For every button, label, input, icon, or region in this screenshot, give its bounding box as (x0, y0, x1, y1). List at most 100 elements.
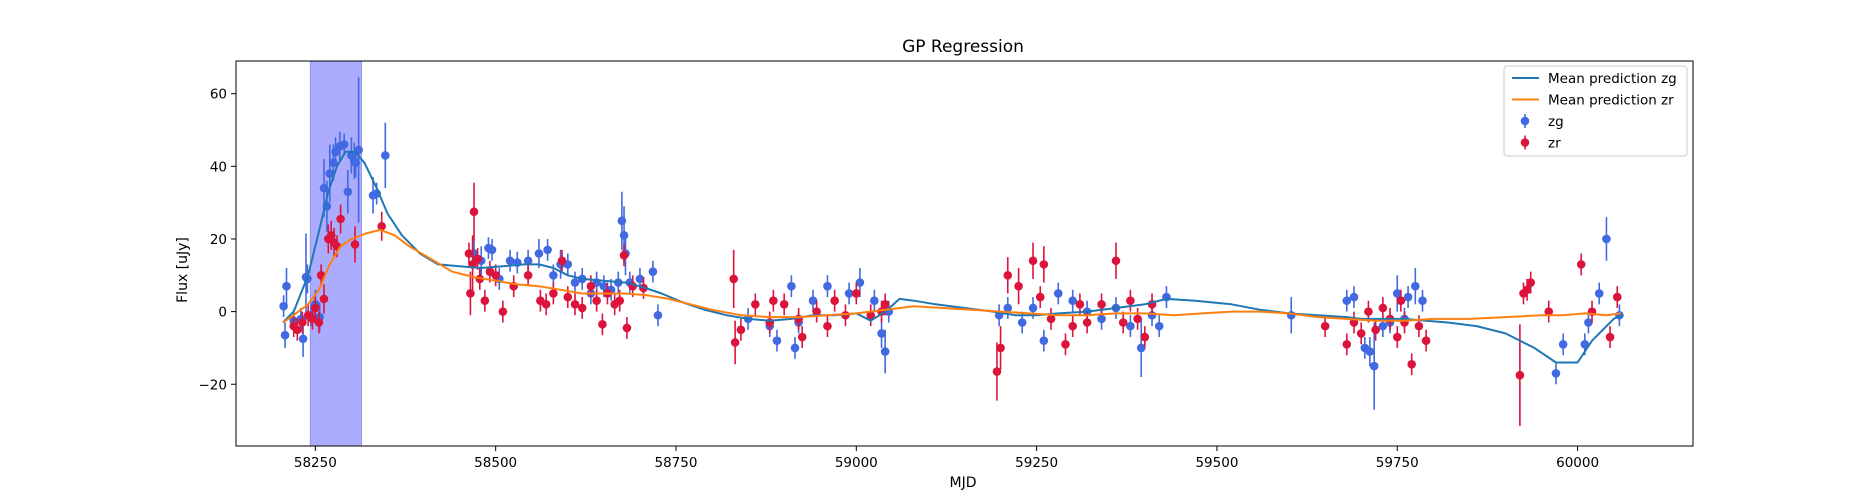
data-point-zr (736, 325, 746, 335)
data-point-zg (487, 245, 497, 255)
x-tick-label: 59750 (1376, 455, 1419, 471)
data-point-zg (1418, 296, 1427, 306)
data-point-zg (282, 281, 291, 291)
axes-frame (235, 60, 1694, 447)
data-point-zg (772, 336, 782, 345)
data-point-zr (592, 296, 601, 306)
data-point-zr (377, 221, 387, 231)
data-point-zg (1392, 289, 1402, 298)
data-point-zg (1369, 361, 1379, 371)
data-point-zr (996, 343, 1005, 353)
data-point-zr (992, 367, 1002, 376)
data-point-zr (1046, 314, 1056, 324)
data-point-zr (1140, 332, 1150, 342)
data-point-zg (1551, 369, 1561, 378)
data-point-zr (319, 294, 329, 304)
legend-box (1503, 65, 1688, 157)
data-point-zr (866, 310, 876, 320)
data-point-zg (870, 296, 879, 306)
data-point-zg (1068, 296, 1077, 306)
data-point-zg (505, 256, 515, 266)
legend-label: Mean prediction zr (1548, 93, 1674, 109)
data-point-zr (1526, 278, 1536, 287)
data-point-zg (1365, 347, 1375, 356)
data-point-zr (751, 300, 760, 309)
data-point-zr (1035, 292, 1045, 302)
data-point-zr (1515, 370, 1525, 380)
data-point-zg (844, 289, 854, 298)
data-point-zg (790, 343, 800, 353)
data-point-zr (1075, 300, 1085, 309)
data-point-zg (1286, 310, 1296, 320)
data-point-zg (1558, 340, 1568, 349)
line-mean-prediction-zr (282, 228, 1622, 324)
data-point-zg (1017, 318, 1027, 327)
data-point-zr (1028, 256, 1038, 266)
x-tick-label: 59500 (1195, 455, 1238, 471)
data-point-zr (350, 240, 360, 249)
data-point-zg (648, 267, 658, 276)
data-point-zg (787, 281, 796, 291)
data-point-zr (1014, 281, 1023, 291)
data-point-zr (1364, 307, 1373, 316)
x-tick-label: 58750 (655, 455, 698, 471)
data-point-zr (314, 318, 324, 327)
data-point-zr (336, 214, 345, 224)
data-point-zg (1053, 289, 1063, 298)
data-point-zg (1584, 318, 1593, 327)
data-point-zg (339, 140, 349, 149)
data-point-zr (1097, 300, 1106, 309)
data-point-zr (1356, 329, 1366, 338)
data-point-zg (1411, 281, 1420, 291)
data-point-zr (1133, 314, 1142, 324)
data-point-zg (1378, 321, 1388, 331)
data-point-zr (1371, 325, 1380, 335)
data-point-zg (523, 256, 533, 266)
data-point-zg (298, 334, 308, 344)
data-point-zr (823, 321, 832, 331)
data-point-zg (653, 310, 663, 320)
data-point-zr (622, 323, 632, 333)
data-point-zr (830, 296, 839, 306)
data-point-zr (1342, 340, 1352, 349)
data-point-zr (1522, 285, 1532, 295)
legend-swatch-marker (1520, 116, 1530, 126)
data-point-zg (1594, 289, 1604, 298)
data-point-zr (615, 296, 625, 306)
data-point-zr (541, 300, 551, 309)
data-point-zg (599, 281, 609, 291)
y-tick-label: 40 (210, 159, 227, 175)
y-tick-label: 0 (218, 305, 227, 321)
data-point-zr (1544, 307, 1554, 316)
legend: Mean prediction zg Mean prediction zr zg zr (1503, 65, 1688, 157)
data-point-zr (598, 320, 607, 329)
data-point-zg (534, 249, 544, 258)
data-point-zr (1407, 359, 1416, 369)
data-point-zr (812, 307, 821, 316)
data-point-zg (855, 278, 865, 287)
data-point-zr (1612, 292, 1622, 302)
data-point-zg (1602, 234, 1611, 244)
data-point-zr (473, 254, 482, 264)
data-point-zg (1342, 296, 1352, 306)
data-point-zg (877, 329, 886, 338)
data-point-zg (1097, 314, 1106, 324)
data-point-zg (1154, 321, 1164, 331)
y-axis-label: Flux [uJy] (175, 237, 191, 303)
data-point-zr (570, 300, 580, 309)
data-point-zg (1126, 321, 1135, 331)
data-point-zr (577, 303, 587, 313)
data-point-zg (1580, 340, 1590, 349)
data-point-zr (469, 207, 479, 217)
data-point-zg (570, 278, 580, 287)
data-point-zg (1403, 292, 1413, 302)
data-point-zr (779, 300, 789, 309)
data-point-zr (619, 251, 629, 260)
legend-label: Mean prediction zg (1548, 71, 1677, 87)
data-point-zr (1576, 260, 1586, 269)
y-tick-label: 20 (210, 232, 227, 248)
legend-swatch-marker (1520, 138, 1530, 147)
data-point-zr (586, 281, 596, 291)
